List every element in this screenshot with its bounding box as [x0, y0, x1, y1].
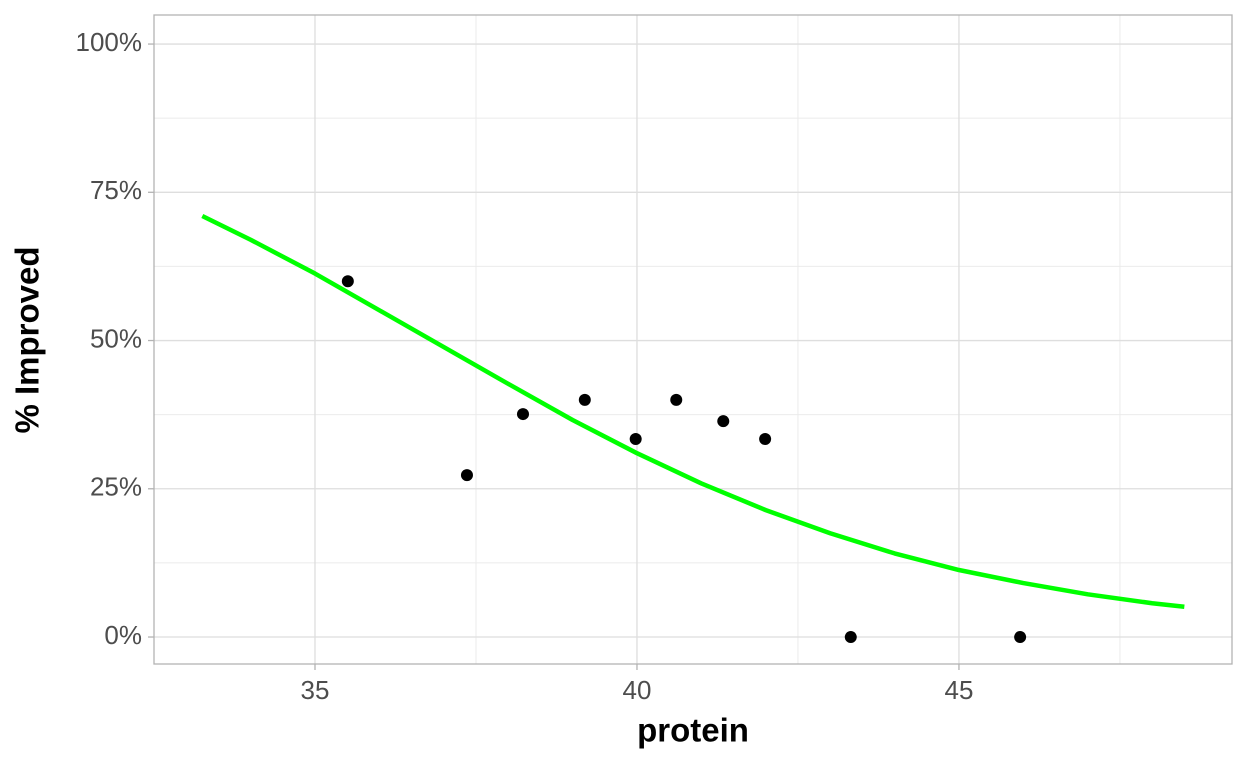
panel-border — [153, 14, 1233, 665]
x-tick-label: 40 — [623, 675, 652, 705]
x-tick-label: 35 — [301, 675, 330, 705]
point — [717, 415, 730, 428]
point — [670, 393, 683, 406]
y-tick-label: 0% — [104, 620, 142, 650]
point — [460, 469, 473, 482]
x-tick-label: 45 — [944, 675, 973, 705]
y-axis-title: % Improved — [9, 246, 46, 433]
fit-line — [201, 213, 1185, 610]
y-tick-label: 100% — [76, 27, 143, 57]
point — [578, 393, 591, 406]
x-axis-title: protein — [637, 712, 749, 749]
point — [1014, 631, 1027, 644]
y-tick-label: 25% — [90, 472, 142, 502]
point — [759, 432, 772, 445]
point — [341, 275, 354, 288]
point — [629, 432, 642, 445]
y-tick-label: 75% — [90, 175, 142, 205]
y-tick-label: 50% — [90, 323, 142, 353]
point — [516, 408, 529, 421]
point — [844, 631, 857, 644]
